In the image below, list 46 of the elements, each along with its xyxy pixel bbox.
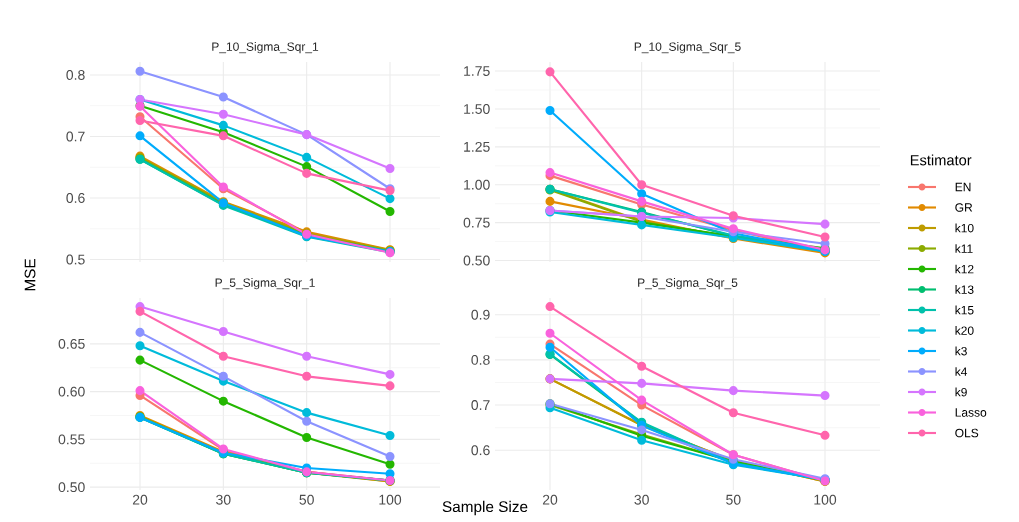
legend-label: k12 xyxy=(955,264,974,274)
y-tick-label: 0.65 xyxy=(58,338,85,349)
x-axis-title: Sample Size xyxy=(442,500,528,516)
y-tick-label: 0.50 xyxy=(58,482,85,493)
x-tick-label: 50 xyxy=(299,494,314,505)
legend-label: OLS xyxy=(955,428,979,438)
x-tick-label: 20 xyxy=(132,494,148,505)
y-tick-label: 0.60 xyxy=(58,386,85,397)
chart-title: P_10_Sigma_Sqr_1 xyxy=(212,42,319,54)
y-tick-label: 0.7 xyxy=(66,131,85,142)
x-tick-label: 50 xyxy=(726,494,741,505)
legend-label: k13 xyxy=(955,285,974,294)
y-tick-label: 0.8 xyxy=(471,354,490,365)
chart-title: P_10_Sigma_Sqr_5 xyxy=(634,42,741,54)
legend-label: EN xyxy=(955,182,971,192)
chart-title: P_5_Sigma_Sqr_5 xyxy=(638,278,738,290)
y-tick-label: 0.5 xyxy=(66,254,85,265)
legend-label: k3 xyxy=(955,346,967,356)
chart-title: P_5_Sigma_Sqr_1 xyxy=(215,278,315,290)
y-tick-label: 0.75 xyxy=(463,217,490,228)
x-tick-label: 30 xyxy=(216,494,231,505)
x-tick-label: 100 xyxy=(379,494,402,505)
y-tick-label: 0.6 xyxy=(471,445,490,456)
y-tick-label: 0.7 xyxy=(471,400,490,411)
legend-label: k15 xyxy=(955,305,974,315)
legend-label: k11 xyxy=(955,244,973,253)
y-tick-label: 0.50 xyxy=(463,255,490,266)
y-tick-label: 1.75 xyxy=(464,66,490,76)
legend-label: k9 xyxy=(955,387,967,397)
y-tick-label: 1.25 xyxy=(464,141,490,152)
x-tick-label: 30 xyxy=(634,494,649,505)
y-tick-label: 0.55 xyxy=(58,434,85,445)
y-axis-title: MSE xyxy=(24,259,36,291)
legend-label: k4 xyxy=(955,367,968,376)
x-tick-label: 20 xyxy=(542,494,558,505)
y-tick-label: 1.00 xyxy=(464,179,490,190)
y-tick-label: 0.9 xyxy=(471,309,490,320)
legend-title: Estimator xyxy=(910,154,972,166)
x-tick-label: 100 xyxy=(814,494,837,505)
y-tick-label: 0.6 xyxy=(66,193,85,203)
legend-label: k10 xyxy=(955,223,974,233)
legend-label: k20 xyxy=(955,326,974,335)
legend-label: GR xyxy=(955,203,973,212)
legend-label: Lasso xyxy=(955,408,987,417)
y-tick-label: 0.8 xyxy=(66,69,85,80)
y-tick-label: 1.50 xyxy=(464,104,490,114)
